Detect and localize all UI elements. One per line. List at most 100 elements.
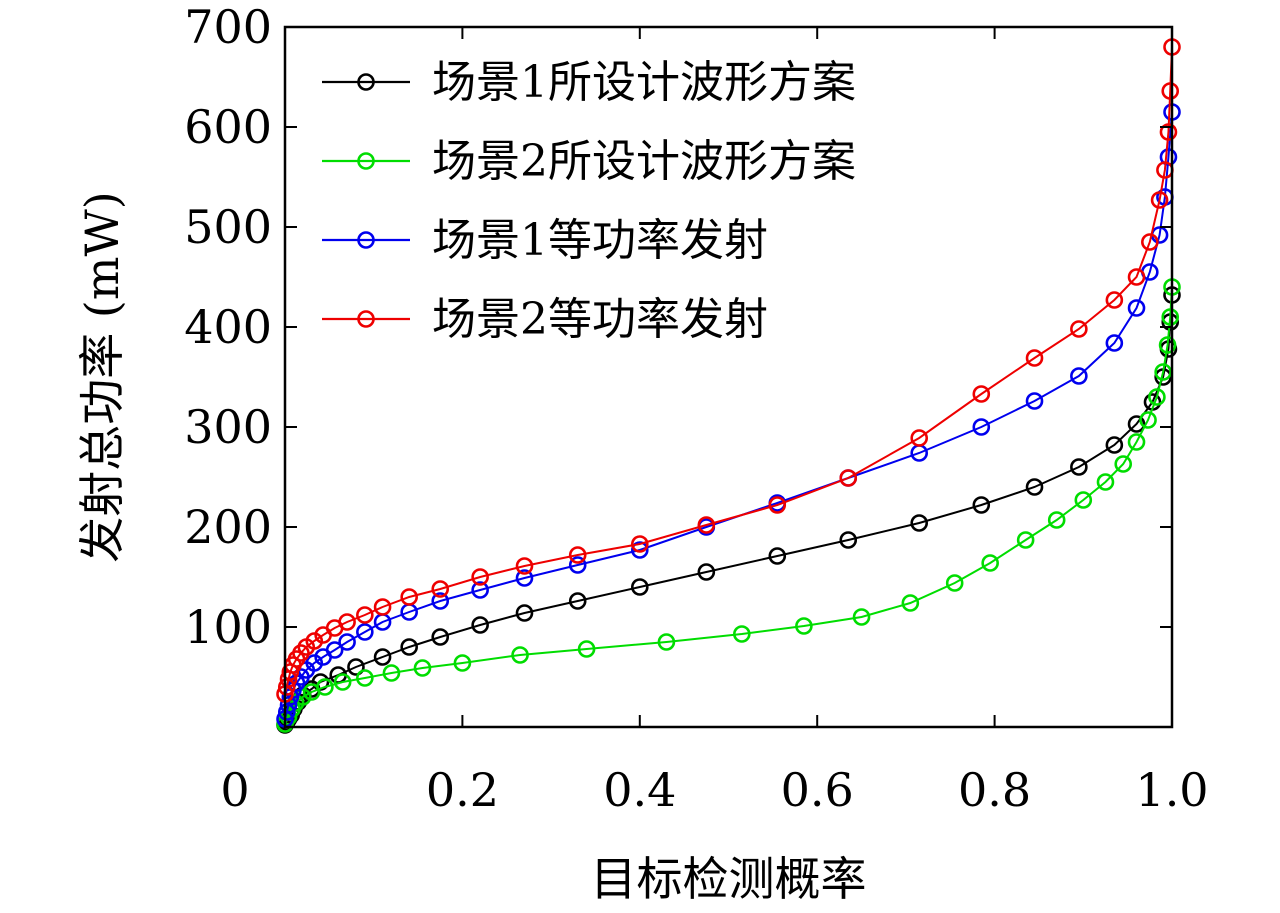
data-point [373,648,392,666]
data-point [515,604,534,622]
x-axis-label: 目标检测概率 [591,852,867,906]
data-point [1025,478,1044,496]
data-point [657,633,676,651]
x-tick-label: 0.4 [603,763,676,817]
data-point [972,496,991,514]
data-point [910,429,929,447]
x-tick-label: 0.2 [426,763,499,817]
data-point [453,654,472,672]
x-tick-label: 1.0 [1135,763,1208,817]
data-point [568,546,587,564]
data-point [400,638,418,656]
data-point [1139,411,1157,429]
data-point [515,569,534,587]
legend-item: 场景1等功率发射 [322,215,768,266]
data-point [1127,268,1146,286]
data-point [1148,388,1166,406]
data-point [795,617,813,635]
data-point [768,547,787,565]
data-point [1105,334,1124,352]
data-point [697,516,716,534]
legend-item: 场景2等功率发射 [322,294,768,345]
data-point [1096,473,1115,491]
data-point [568,556,587,574]
x-tick-label: 0.6 [781,763,854,817]
data-point [400,588,418,606]
y-tick-label: 100 [184,600,272,654]
legend-item: 场景2所设计波形方案 [322,136,856,187]
data-point [972,385,991,403]
y-tick-label: 700 [184,0,272,54]
data-point [356,606,374,624]
data-point [471,581,489,599]
data-point [630,578,649,596]
data-point [1159,123,1178,141]
series-3 [276,103,1181,728]
data-point [316,678,334,696]
series-line [284,111,1173,720]
y-axis-label: 发射总功率 (mW) [75,191,129,562]
y-tick-label: 300 [184,400,272,454]
data-point [1070,320,1088,338]
data-point [413,659,432,677]
legend-swatch-marker [357,152,375,170]
data-point [630,535,649,553]
data-point [577,640,596,658]
data-point [471,568,489,586]
data-point [325,641,344,659]
legend-label: 场景2所设计波形方案 [432,136,856,187]
data-point [1025,349,1044,367]
data-point [1127,299,1146,317]
data-point [839,469,858,487]
y-tick-label: 400 [184,300,272,354]
data-point [697,563,716,581]
data-point [511,646,529,664]
data-point [382,664,401,682]
axis-layer: 0 0.2 0.4 0.6 0.8 1.0 100 200 300 400 500 600 700 [184,0,1208,817]
data-point [1016,531,1035,549]
data-point [338,633,356,651]
data-point [910,514,929,532]
data-point [431,628,450,646]
data-point [1150,191,1169,209]
data-point [1105,436,1124,454]
y-tick-label: 600 [184,100,272,154]
data-point [1025,392,1044,410]
data-point [338,613,356,631]
data-point [945,574,964,592]
y-tick-label: 200 [184,500,272,554]
data-point [1070,367,1088,385]
y-tick-label: 500 [184,200,272,254]
data-point [1105,291,1124,309]
data-point [768,496,787,514]
data-point [1158,336,1177,354]
data-point [1074,491,1093,509]
data-point [1161,308,1180,326]
x-tick-label: 0 [220,763,249,817]
data-point [471,616,489,634]
data-point [852,608,871,626]
data-point [373,598,392,616]
data-point [981,554,999,572]
x-tick-label: 0.8 [958,763,1031,817]
legend-label: 场景1所设计波形方案 [432,57,856,108]
data-point [305,654,324,672]
data-point [839,531,858,549]
data-point [515,557,534,575]
data-point [305,632,324,650]
series-1 [276,286,1181,734]
legend-swatch-marker [357,231,375,249]
data-point [630,541,649,559]
data-point [1047,511,1066,529]
legend-label: 场景2等功率发射 [432,294,768,345]
series-2 [276,278,1181,733]
data-point [333,673,352,691]
data-point [356,623,374,641]
data-point [733,625,751,643]
data-point [1070,458,1088,476]
legend-label: 场景1等功率发射 [432,215,768,266]
data-point [1161,82,1180,100]
legend-swatch-marker [357,310,375,328]
